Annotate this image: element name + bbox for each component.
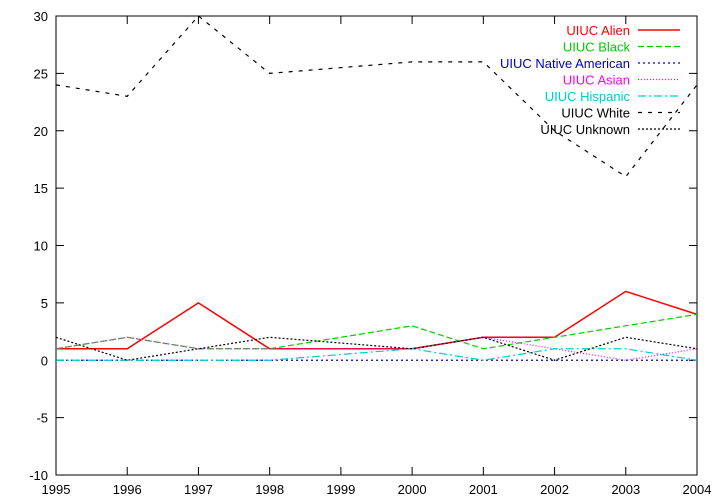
y-tick-label: 30: [34, 9, 48, 24]
legend-label: UIUC White: [561, 106, 630, 121]
legend-label: UIUC Alien: [566, 23, 630, 38]
x-tick-label: 2003: [611, 482, 640, 497]
y-tick-label: 15: [34, 181, 48, 196]
y-tick-label: 5: [41, 296, 48, 311]
x-tick-label: 2002: [540, 482, 569, 497]
x-tick-label: 2001: [469, 482, 498, 497]
legend-label: UIUC Unknown: [540, 122, 630, 137]
y-axis-ticks: -10 -5 0 5 10 15 20 25 30: [29, 9, 697, 483]
legend-label: UIUC Hispanic: [545, 89, 631, 104]
x-tick-label: 2004: [683, 482, 712, 497]
x-axis-ticks: 1995 1996 1997 1998 1999 2000 2001 2002 2003 2004: [42, 16, 712, 497]
x-tick-label: 1995: [42, 482, 71, 497]
x-tick-label: 1998: [255, 482, 284, 497]
series-line-uiuc-asian: [55, 336, 698, 361]
series-line-uiuc-black: [55, 313, 698, 350]
y-tick-label: 20: [34, 124, 48, 139]
series-line-uiuc-hispanic: [56, 348, 698, 361]
series-lines: [55, 15, 698, 361]
x-tick-label: 2000: [398, 482, 427, 497]
y-tick-label: 0: [41, 353, 48, 368]
y-tick-label: -5: [36, 411, 48, 426]
x-tick-label: 1996: [113, 482, 142, 497]
legend-label: UIUC Black: [563, 40, 631, 55]
legend-label: UIUC Asian: [563, 73, 630, 88]
x-tick-label: 1999: [326, 482, 355, 497]
y-tick-label: 25: [34, 66, 48, 81]
y-tick-label: 10: [34, 239, 48, 254]
legend-label: UIUC Native American: [500, 56, 630, 71]
x-tick-label: 1997: [184, 482, 213, 497]
series-line-uiuc-alien: [56, 290, 698, 350]
y-tick-label: -10: [29, 468, 48, 483]
